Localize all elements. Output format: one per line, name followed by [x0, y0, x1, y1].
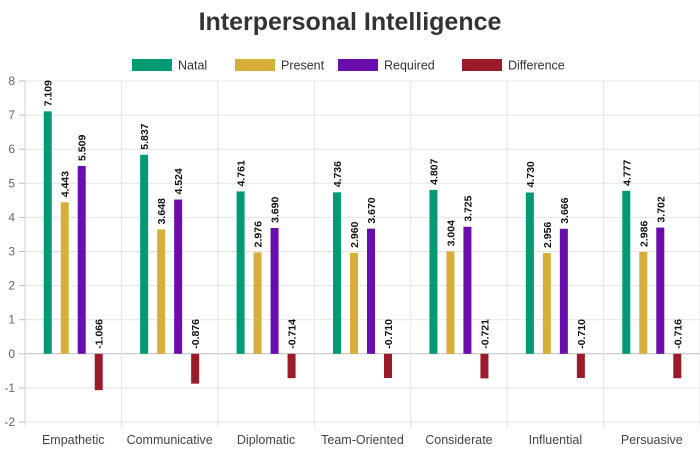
bar-natal [43, 111, 52, 354]
bar-difference [384, 353, 392, 379]
legend-swatch-difference[interactable] [462, 59, 502, 71]
bar-natal [622, 190, 631, 354]
data-label: 5.509 [77, 135, 89, 161]
bar-difference [480, 353, 489, 379]
x-tick-label: Persuasive [621, 433, 683, 447]
y-tick-label: 1 [8, 313, 15, 327]
data-label: 3.725 [462, 195, 474, 221]
bar-present [350, 252, 358, 354]
bar-difference [576, 353, 585, 379]
data-label: 4.777 [621, 159, 633, 185]
data-label: -1.066 [94, 319, 106, 349]
bar-required [463, 226, 472, 354]
chart-title: Interpersonal Intelligence [198, 8, 502, 36]
bar-natal [140, 154, 149, 354]
y-tick-label: 6 [8, 142, 15, 156]
data-label: 7.109 [43, 80, 55, 106]
data-label: 3.690 [270, 197, 282, 223]
legend-label-present[interactable]: Present [281, 59, 325, 73]
data-label: 2.956 [542, 222, 554, 248]
data-label: -0.876 [190, 319, 202, 349]
y-tick-label: 3 [8, 245, 15, 259]
x-tick-label: Considerate [425, 433, 492, 447]
x-tick-label: Diplomatic [237, 433, 295, 447]
bar-required [367, 228, 375, 354]
data-label: 4.524 [173, 168, 185, 194]
x-tick-label: Communicative [127, 433, 213, 447]
data-label: 3.004 [445, 220, 457, 246]
data-label: -0.710 [383, 319, 395, 349]
data-label: 4.807 [428, 158, 440, 184]
data-label: 4.761 [236, 160, 248, 186]
legend-label-difference[interactable]: Difference [508, 59, 565, 73]
x-tick-label: Influential [529, 433, 583, 447]
data-label: 2.986 [638, 221, 650, 247]
bar-natal [333, 192, 341, 354]
bar-natal [429, 189, 438, 354]
y-tick-label: 7 [8, 108, 15, 122]
bar-present [157, 229, 166, 354]
bar-required [656, 227, 665, 354]
legend-swatch-required[interactable] [338, 59, 378, 71]
bar-present [446, 251, 455, 354]
bar-natal [236, 191, 245, 354]
y-tick-label: -1 [4, 381, 15, 395]
y-tick-label: 4 [8, 210, 15, 224]
data-label: 3.666 [559, 197, 571, 223]
bar-required [559, 228, 568, 354]
bar-difference [673, 353, 682, 379]
bar-required [77, 165, 86, 354]
bar-present [253, 252, 262, 354]
y-tick-label: 2 [8, 279, 15, 293]
data-label: -0.710 [576, 319, 588, 349]
y-tick-label: -2 [4, 415, 15, 429]
data-label: 5.837 [139, 123, 151, 149]
bar-present [60, 202, 69, 354]
data-label: 3.648 [156, 198, 168, 224]
bar-natal [525, 192, 534, 354]
data-label: -0.714 [287, 319, 299, 349]
bar-difference [94, 353, 103, 391]
y-tick-label: 0 [8, 347, 15, 361]
y-tick-label: 8 [8, 74, 15, 88]
data-label: 4.736 [332, 161, 344, 187]
bar-required [270, 227, 279, 354]
data-label: 3.670 [366, 197, 378, 223]
data-label: 2.960 [349, 221, 361, 247]
legend-swatch-natal[interactable] [132, 59, 172, 71]
data-label: 4.730 [525, 161, 537, 187]
data-label: -0.721 [479, 319, 491, 349]
bar-present [639, 251, 648, 354]
legend-swatch-present[interactable] [235, 59, 275, 71]
y-tick-label: 5 [8, 176, 15, 190]
bar-present [542, 253, 551, 354]
legend-label-required[interactable]: Required [384, 59, 435, 73]
bar-difference [191, 353, 200, 384]
legend-label-natal[interactable]: Natal [178, 59, 207, 73]
data-label: 2.976 [253, 221, 265, 247]
x-tick-label: Empathetic [42, 433, 105, 447]
data-label: -0.716 [672, 319, 684, 349]
bar-difference [287, 353, 296, 379]
bar-required [174, 199, 183, 354]
x-tick-label: Team-Oriented [321, 433, 404, 447]
data-label: 3.702 [655, 196, 667, 222]
data-label: 4.443 [60, 171, 72, 197]
